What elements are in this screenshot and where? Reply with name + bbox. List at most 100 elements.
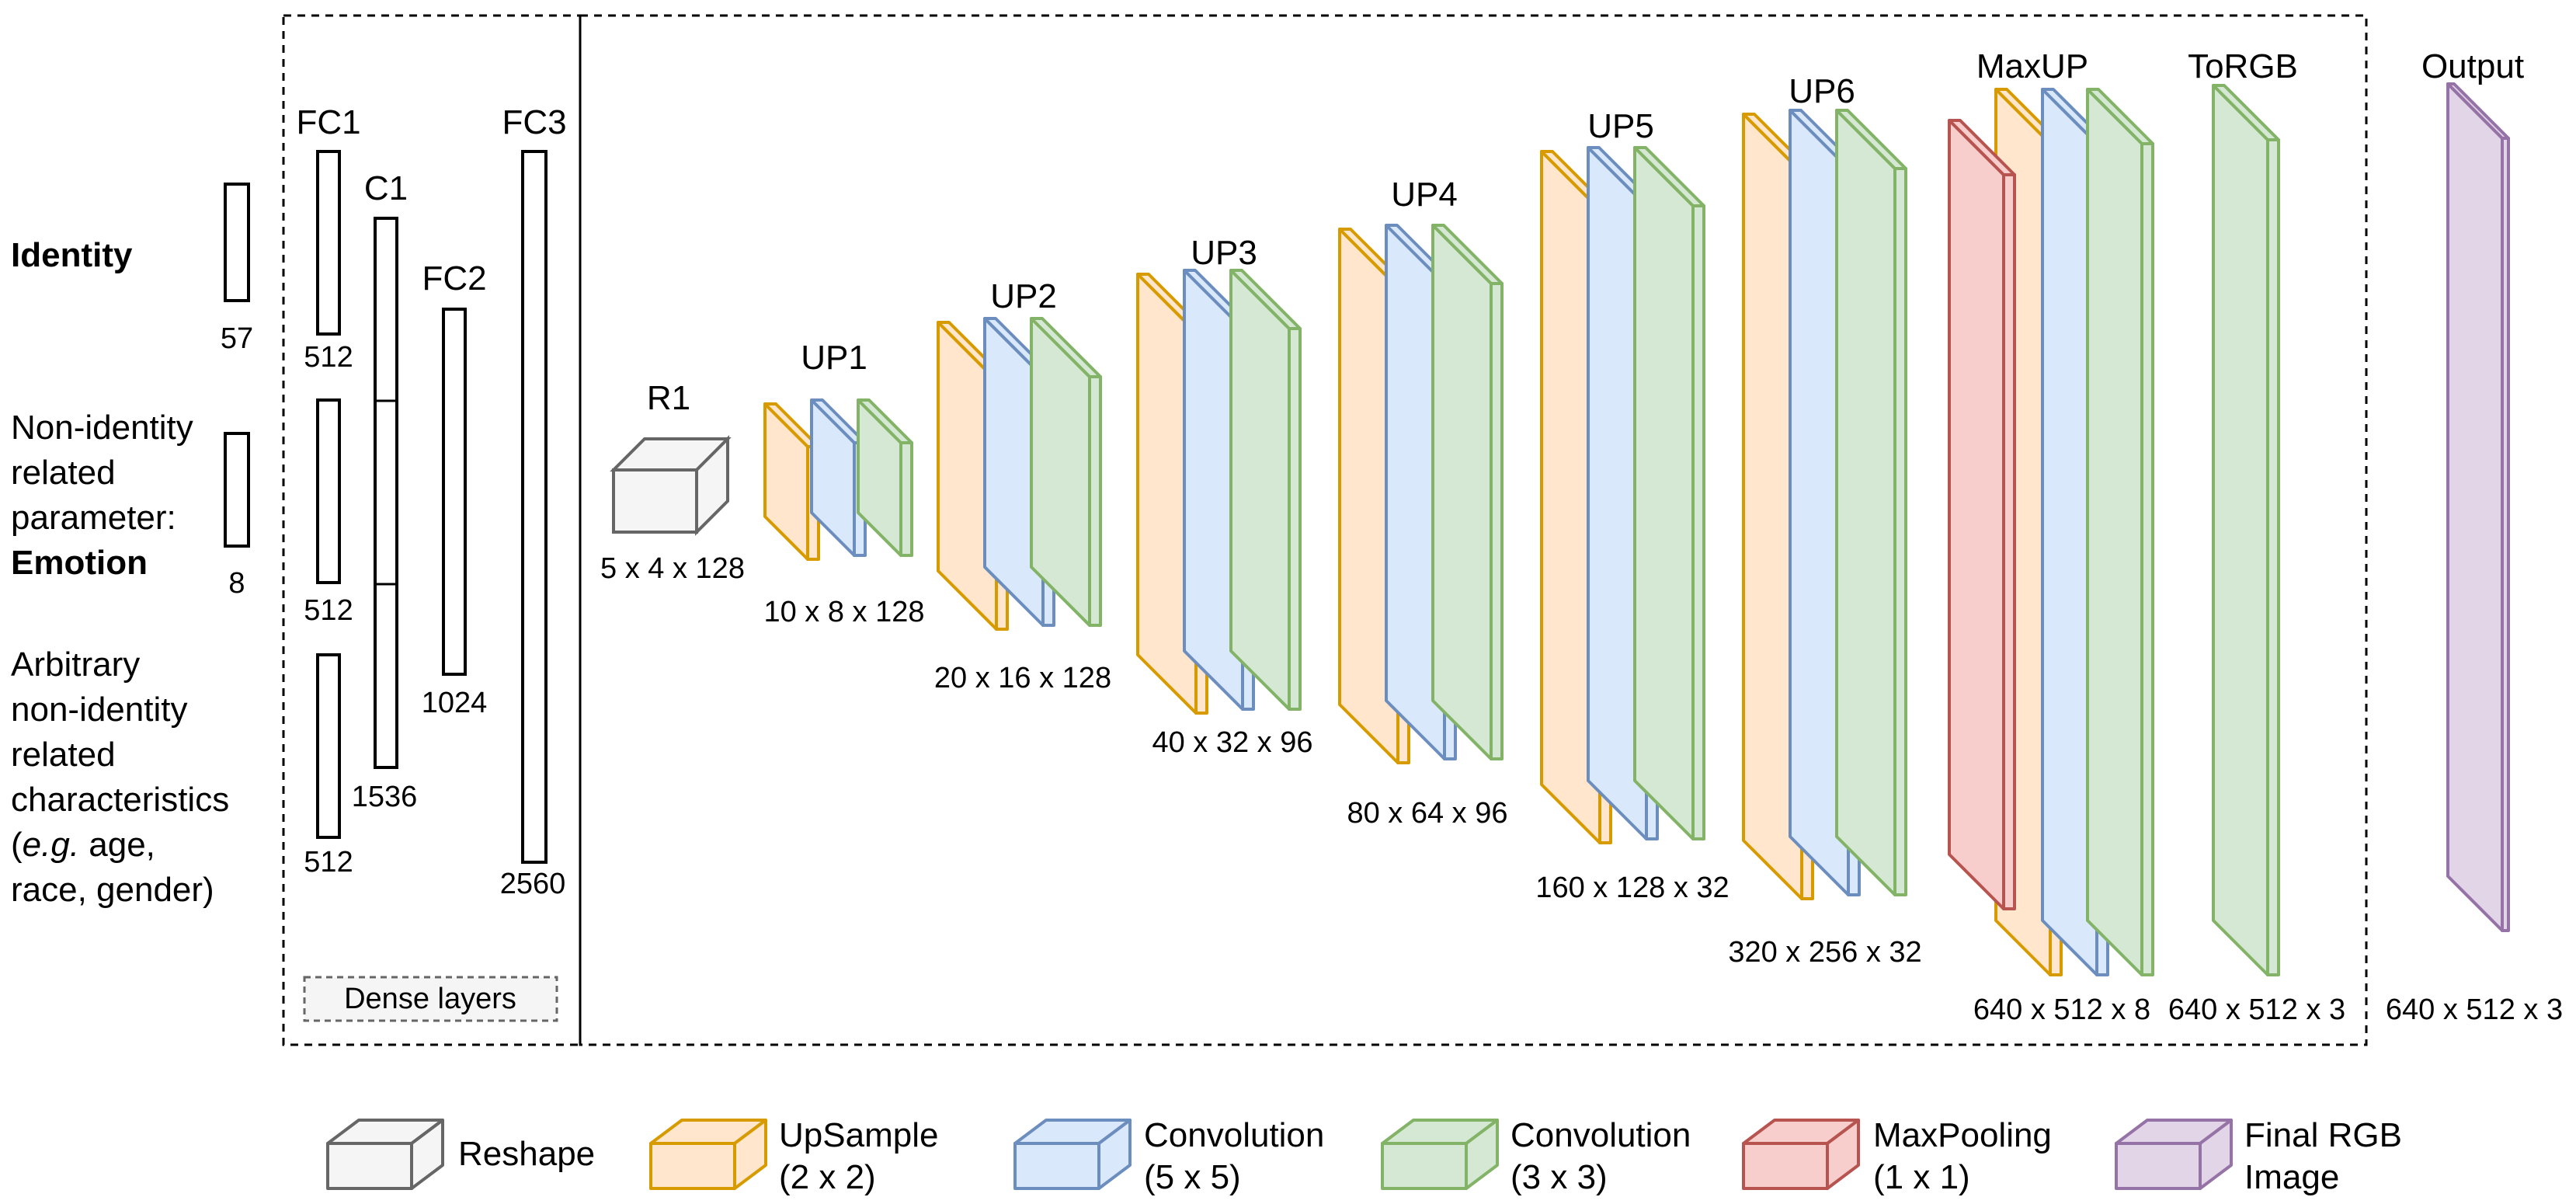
c1-size: 1536 — [352, 781, 418, 813]
legend-maxpool-line-1: MaxPooling — [1873, 1116, 2052, 1154]
torgb-title: ToRGB — [2188, 47, 2298, 85]
output-finalrgb — [2446, 82, 2510, 932]
up1-conv3-front — [899, 441, 913, 557]
legend-conv3-line-2: (3 x 3) — [1510, 1158, 1608, 1196]
fc2-vector — [442, 308, 467, 676]
legend-item-maxpool: MaxPooling (1 x 1) — [1742, 1116, 2052, 1196]
lg-reshape-front — [326, 1142, 413, 1190]
legend-upsample-line-1: UpSample — [779, 1116, 938, 1154]
legend-conv5-line-1: Convolution — [1144, 1116, 1324, 1154]
identity-title: Identity — [11, 236, 133, 274]
lg-conv5-side — [1097, 1119, 1132, 1190]
lg-conv5-front — [1013, 1142, 1100, 1190]
input-emotion: Non-identity related parameter: Emotion … — [11, 409, 250, 600]
emotion-line-3: parameter: — [11, 499, 176, 537]
fc1-vector-3 — [316, 653, 341, 839]
legend-item-conv3: Convolution (3 x 3) — [1381, 1116, 1691, 1196]
up2-conv3 — [1030, 317, 1102, 627]
arbitrary-line-4: characteristics — [11, 781, 229, 819]
r1-block: R1 5 x 4 x 128 — [600, 379, 745, 585]
up6-dims: 320 x 256 x 32 — [1728, 936, 1921, 969]
arbitrary-eg-rest: age, — [79, 826, 155, 864]
up4-upsample — [1338, 228, 1410, 764]
identity-vector — [224, 183, 250, 302]
output-dims: 640 x 512 x 3 — [2386, 993, 2563, 1026]
dense-layers-box — [303, 976, 558, 1022]
r1-cube-side — [695, 435, 729, 536]
up6-title: UP6 — [1789, 72, 1855, 110]
fc1-vector-2 — [316, 398, 341, 584]
dense-section-frame — [282, 14, 582, 1046]
up1-conv3 — [857, 398, 913, 557]
up4-dims: 80 x 64 x 96 — [1347, 797, 1507, 830]
maxup-title: MaxUP — [1976, 47, 2088, 85]
up3-conv3-side — [1229, 269, 1291, 711]
fc1-size-1: 512 — [304, 341, 353, 374]
maxup-maxpool-front — [2002, 173, 2016, 910]
legend-finalrgb-line-2: Image — [2244, 1158, 2339, 1196]
torgb-dims: 640 x 512 x 3 — [2168, 993, 2345, 1026]
legend-maxpool-line-2: (1 x 1) — [1873, 1158, 1970, 1196]
fc3-title: FC3 — [502, 103, 566, 141]
layer-slabs — [763, 82, 2510, 976]
output-finalrgb-side — [2446, 82, 2504, 932]
up3-conv3-front — [1288, 327, 1302, 711]
maxup-maxpool-side — [1948, 119, 2005, 910]
maxup-maxpool — [1948, 119, 2016, 910]
fc3-vector — [521, 150, 548, 864]
finalrgb-swatch — [2115, 1119, 2233, 1190]
maxup-conv3-side — [2086, 88, 2143, 976]
up4-title: UP4 — [1391, 176, 1458, 214]
up5-conv3 — [1633, 146, 1705, 840]
output-title: Output — [2421, 47, 2524, 85]
fc1-size-3: 512 — [304, 846, 353, 879]
legend-conv3-line-1: Convolution — [1510, 1116, 1691, 1154]
torgb-conv3 — [2212, 84, 2280, 976]
arbitrary-line-3: related — [11, 736, 116, 774]
r1-dims: 5 x 4 x 128 — [600, 552, 745, 585]
lg-upsample-front — [649, 1142, 736, 1190]
lg-finalrgb-side — [2199, 1119, 2233, 1190]
legend-reshape-label: Reshape — [458, 1135, 595, 1173]
fc1-size-2: 512 — [304, 594, 353, 627]
legend-finalrgb-line-1: Final RGB — [2244, 1116, 2402, 1154]
conv5-swatch — [1013, 1119, 1132, 1190]
lg-reshape-side — [410, 1119, 444, 1190]
reshape-swatch — [326, 1119, 444, 1190]
maxpool-swatch — [1742, 1119, 1860, 1190]
emotion-line-1: Non-identity — [11, 409, 193, 447]
up2-title: UP2 — [990, 277, 1057, 315]
lg-conv3-side — [1465, 1119, 1499, 1190]
arbitrary-line-1: Arbitrary — [11, 645, 140, 684]
conv-section-frame — [579, 14, 2368, 1046]
up4-conv3-side — [1431, 224, 1493, 760]
lg-finalrgb-front — [2115, 1142, 2202, 1190]
up5-dims: 160 x 128 x 32 — [1535, 872, 1729, 904]
torgb-conv3-side — [2212, 84, 2269, 976]
legend-item-reshape: Reshape — [326, 1119, 595, 1190]
emotion-size: 8 — [228, 567, 245, 600]
upsample-swatch — [649, 1119, 767, 1190]
arbitrary-line-5: (e.g. age, — [11, 826, 155, 864]
up6-conv3-front — [1893, 167, 1907, 896]
legend-item-upsample: UpSample (2 x 2) — [649, 1116, 938, 1196]
up3-conv3 — [1229, 269, 1302, 711]
maxup-conv3 — [2086, 88, 2154, 976]
lg-maxpool-side — [1826, 1119, 1860, 1190]
input-identity: Identity 57 — [11, 183, 253, 355]
up4-conv3-front — [1490, 282, 1504, 760]
lg-upsample-side — [733, 1119, 767, 1190]
up6-conv3-side — [1835, 109, 1896, 896]
c1-vector — [374, 217, 398, 769]
arbitrary-line-6: race, gender) — [11, 871, 214, 909]
arbitrary-eg-open: ( — [11, 826, 23, 864]
dense-layers-label: Dense layers — [344, 983, 516, 1015]
legend: Reshape UpSample (2 x 2) Convolution (5 … — [326, 1116, 2402, 1196]
emotion-line-2: related — [11, 454, 116, 492]
up2-dims: 20 x 16 x 128 — [934, 662, 1111, 694]
up5-title: UP5 — [1587, 107, 1654, 145]
legend-conv5-line-2: (5 x 5) — [1144, 1158, 1241, 1196]
up5-conv3-front — [1691, 204, 1705, 840]
